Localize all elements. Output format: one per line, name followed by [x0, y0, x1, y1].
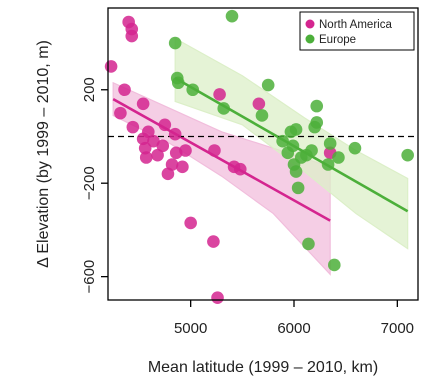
point-europe	[255, 109, 269, 122]
point-north-america	[213, 88, 226, 101]
y-axis: 200 −200 −600	[81, 77, 108, 294]
x-tick-label: 5000	[174, 320, 207, 337]
point-north-america	[208, 144, 221, 157]
y-tick-label: −600	[81, 260, 98, 294]
fit-line-north-america	[112, 97, 331, 222]
point-europe	[323, 137, 337, 150]
point-north-america	[139, 151, 153, 164]
point-europe	[276, 134, 289, 148]
x-tick-label: 7000	[381, 320, 414, 337]
point-north-america	[168, 127, 182, 141]
x-tick-label: 6000	[277, 320, 310, 337]
point-europe	[302, 237, 315, 251]
point-north-america	[126, 120, 140, 134]
point-europe	[225, 9, 239, 23]
point-north-america	[136, 97, 150, 111]
point-north-america	[151, 148, 164, 162]
point-north-america	[207, 235, 220, 248]
point-europe	[291, 181, 305, 195]
point-europe	[310, 116, 324, 129]
point-north-america	[118, 83, 131, 97]
data-points	[104, 9, 414, 304]
point-north-america	[184, 216, 197, 230]
point-europe	[305, 144, 318, 157]
point-north-america	[176, 160, 189, 174]
point-europe	[286, 139, 300, 153]
point-europe	[348, 141, 362, 155]
point-europe	[289, 165, 303, 178]
point-europe	[217, 102, 231, 115]
point-europe	[401, 148, 414, 162]
point-north-america	[233, 162, 247, 176]
point-europe	[294, 151, 308, 164]
legend-label-europe: Europe	[319, 34, 356, 46]
point-north-america	[211, 291, 224, 304]
legend: North America Europe	[299, 11, 415, 51]
point-north-america	[138, 141, 152, 155]
point-north-america	[156, 139, 170, 153]
point-europe	[289, 123, 303, 136]
point-north-america	[161, 167, 175, 181]
legend-marker-europe	[305, 34, 315, 44]
point-north-america	[252, 97, 266, 111]
point-europe	[310, 99, 324, 113]
y-axis-title: Δ Elevation (by 1999 – 2010, m)	[35, 40, 52, 268]
legend-label-north-america: North America	[319, 19, 392, 31]
y-tick-label: 200	[81, 77, 98, 102]
point-north-america	[147, 134, 160, 148]
legend-marker-north-america	[305, 19, 315, 29]
point-north-america	[114, 106, 127, 120]
point-europe	[168, 36, 182, 50]
point-europe	[171, 76, 185, 90]
point-north-america	[179, 144, 192, 157]
point-north-america	[125, 29, 139, 43]
point-europe	[261, 78, 275, 92]
point-europe	[328, 258, 341, 272]
point-europe	[332, 151, 345, 164]
x-axis: 5000 6000 7000	[174, 300, 414, 337]
point-north-america	[158, 118, 172, 132]
point-europe	[186, 83, 200, 97]
point-north-america	[104, 60, 118, 73]
x-axis-title: Mean latitude (1999 – 2010, km)	[148, 359, 378, 376]
point-europe	[321, 158, 335, 171]
y-tick-label: −200	[81, 166, 98, 200]
plot-frame	[107, 7, 419, 301]
legend-box	[299, 11, 415, 51]
